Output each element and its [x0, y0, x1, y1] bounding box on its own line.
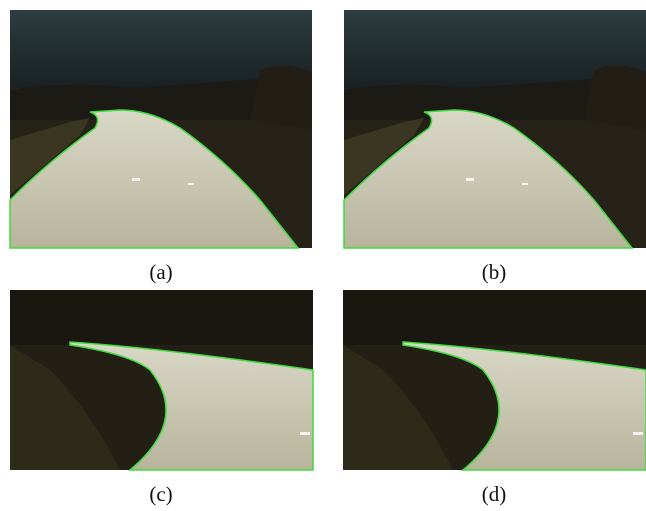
image [344, 10, 646, 248]
caption: (d) [482, 482, 507, 506]
caption: (b) [482, 260, 507, 284]
image [343, 290, 646, 470]
caption: (c) [149, 482, 172, 506]
image [10, 290, 313, 470]
image [10, 10, 312, 248]
caption: (a) [149, 260, 172, 284]
figure: (a) (b) (c) (d) [0, 0, 646, 506]
